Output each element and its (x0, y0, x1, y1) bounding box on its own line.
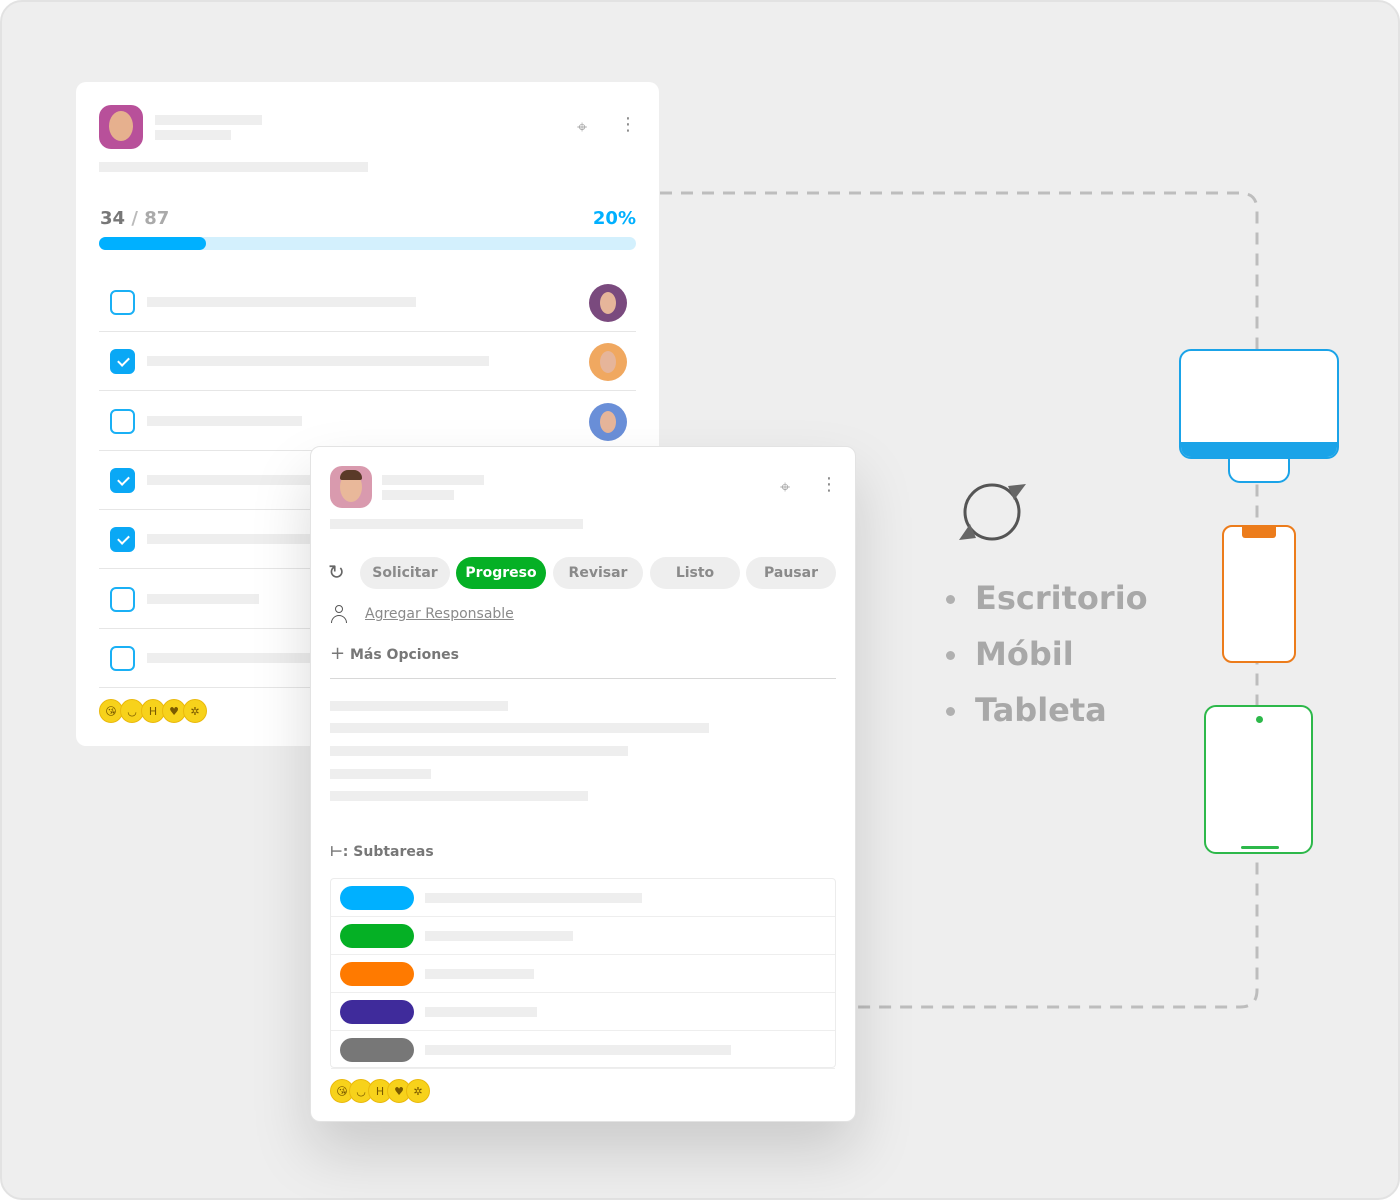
bullet (946, 651, 955, 660)
task-title-placeholder (147, 474, 327, 485)
subtasks-table (330, 878, 836, 1068)
user-icon (331, 605, 347, 623)
smile-emoji-icon[interactable]: ◡ (349, 1079, 373, 1103)
subtasks-heading: ⊢: Subtareas (330, 844, 434, 860)
task-assignee-avatar (589, 284, 627, 322)
bullet (946, 707, 955, 716)
subtask-row[interactable] (331, 1031, 835, 1069)
subtask-status-tag[interactable] (340, 924, 414, 948)
status-button-solicitar[interactable]: Solicitar (360, 557, 450, 589)
cry-emoji-icon[interactable]: H (141, 699, 165, 723)
subtask-row[interactable] (331, 955, 835, 993)
subtask-status-tag[interactable] (340, 962, 414, 986)
device-label-desktop: Escritorio (975, 579, 1148, 617)
task-assignee-avatar (589, 343, 627, 382)
owner-avatar (99, 105, 143, 149)
task-checkbox[interactable] (110, 467, 135, 493)
desktop-monitor-icon (1179, 349, 1339, 459)
task-checkbox[interactable] (110, 586, 135, 612)
task-assignee-avatar (589, 402, 627, 441)
more-options-icon[interactable]: ⋮ (820, 474, 838, 495)
tablet-icon (1204, 705, 1313, 854)
sync-icon (959, 483, 1026, 541)
mobile-phone-icon (1222, 525, 1296, 663)
progress-percent: 20% (592, 208, 636, 229)
progress-count: 34 / 87 (100, 208, 170, 229)
subtask-row[interactable] (331, 879, 835, 917)
subtask-row[interactable] (331, 917, 835, 955)
bullet (946, 595, 955, 604)
assignee-avatar (330, 466, 372, 508)
task-title-placeholder (147, 297, 416, 307)
pin-icon[interactable]: ⌖ (577, 117, 588, 138)
monitor-stand (1228, 459, 1290, 483)
progress-bar-fill (99, 237, 207, 250)
task-checkbox[interactable] (110, 349, 135, 375)
status-button-listo[interactable]: Listo (650, 557, 740, 589)
status-button-pausar[interactable]: Pausar (746, 557, 836, 589)
more-options-icon[interactable]: ⋮ (619, 114, 637, 135)
task-title-placeholder (147, 593, 259, 604)
star-eyes-emoji-icon[interactable]: ✲ (406, 1079, 430, 1103)
task-title-placeholder (147, 415, 302, 426)
more-options-button[interactable]: + Más Opciones (330, 643, 459, 664)
status-button-revisar[interactable]: Revisar (553, 557, 643, 589)
smile-emoji-icon[interactable]: ◡ (120, 699, 144, 723)
device-label-mobile: Móbil (975, 635, 1074, 673)
subtask-row[interactable] (331, 993, 835, 1031)
task-checkbox[interactable] (110, 408, 135, 434)
progress-bar (99, 237, 636, 250)
plus-icon: + (330, 643, 346, 664)
task-title-placeholder (147, 356, 489, 367)
status-button-progreso[interactable]: Progreso (456, 557, 546, 589)
task-title-placeholder (147, 534, 327, 545)
subtask-status-tag[interactable] (340, 1000, 414, 1024)
kiss-emoji-icon[interactable]: 😘 (330, 1079, 354, 1103)
subtasks-icon: ⊢: (330, 844, 349, 860)
add-assignee-link[interactable]: Agregar Responsable (365, 606, 514, 622)
task-title-placeholder (147, 652, 327, 663)
task-checkbox[interactable] (110, 527, 135, 553)
task-checkbox[interactable] (110, 290, 135, 315)
subtask-status-tag[interactable] (340, 886, 414, 910)
device-label-tablet: Tableta (975, 691, 1107, 729)
task-checkbox[interactable] (110, 645, 135, 671)
subtask-status-tag[interactable] (340, 1038, 414, 1062)
star-eyes-emoji-icon[interactable]: ✲ (183, 699, 207, 723)
status-history-icon[interactable]: ↻ (328, 560, 345, 584)
pin-icon[interactable]: ⌖ (780, 477, 791, 498)
